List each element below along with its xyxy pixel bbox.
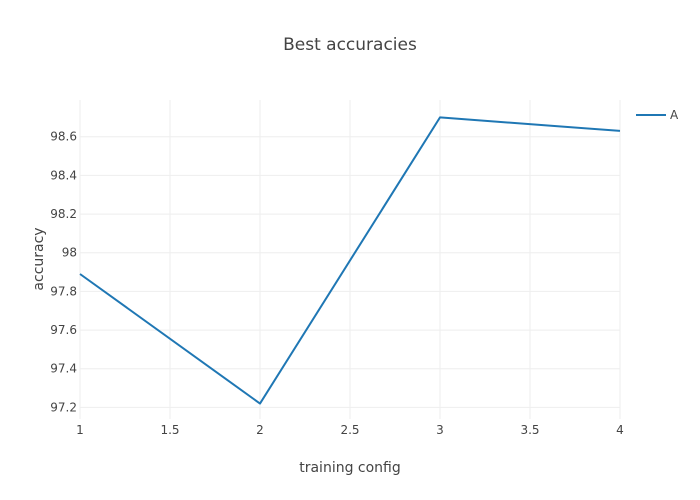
y-tick-label: 97.8 [50,284,77,298]
chart-title: Best accuracies [283,35,417,55]
series-layer [79,116,621,405]
legend[interactable]: A [636,108,679,122]
y-tick-label: 97.4 [50,362,77,376]
x-tick-label: 4 [616,423,624,437]
y-tick-label: 98 [62,246,77,260]
y-tick-label: 98.4 [50,168,77,182]
x-tick-label: 1 [76,423,84,437]
y-tick-labels: 97.2 97.4 97.6 97.8 98 98.2 98.4 98.6 [50,130,77,415]
y-axis-title: accuracy [31,227,47,290]
y-tick-label: 98.2 [50,207,77,221]
x-tick-label: 2 [256,423,264,437]
y-tick-label: 97.2 [50,400,77,414]
x-tick-label: 3.5 [520,423,539,437]
y-tick-label: 98.6 [50,130,77,144]
x-tick-label: 1.5 [160,423,179,437]
x-tick-labels: 1 1.5 2 2.5 3 3.5 4 [76,423,624,437]
x-axis-title: training config [299,460,401,476]
x-tick-label: 2.5 [340,423,359,437]
x-tick-label: 3 [436,423,444,437]
y-tick-label: 97.6 [50,323,77,337]
y-gridlines [80,136,620,408]
series-line-A[interactable] [79,116,621,405]
x-gridlines [79,100,621,419]
legend-label: A [670,108,679,122]
